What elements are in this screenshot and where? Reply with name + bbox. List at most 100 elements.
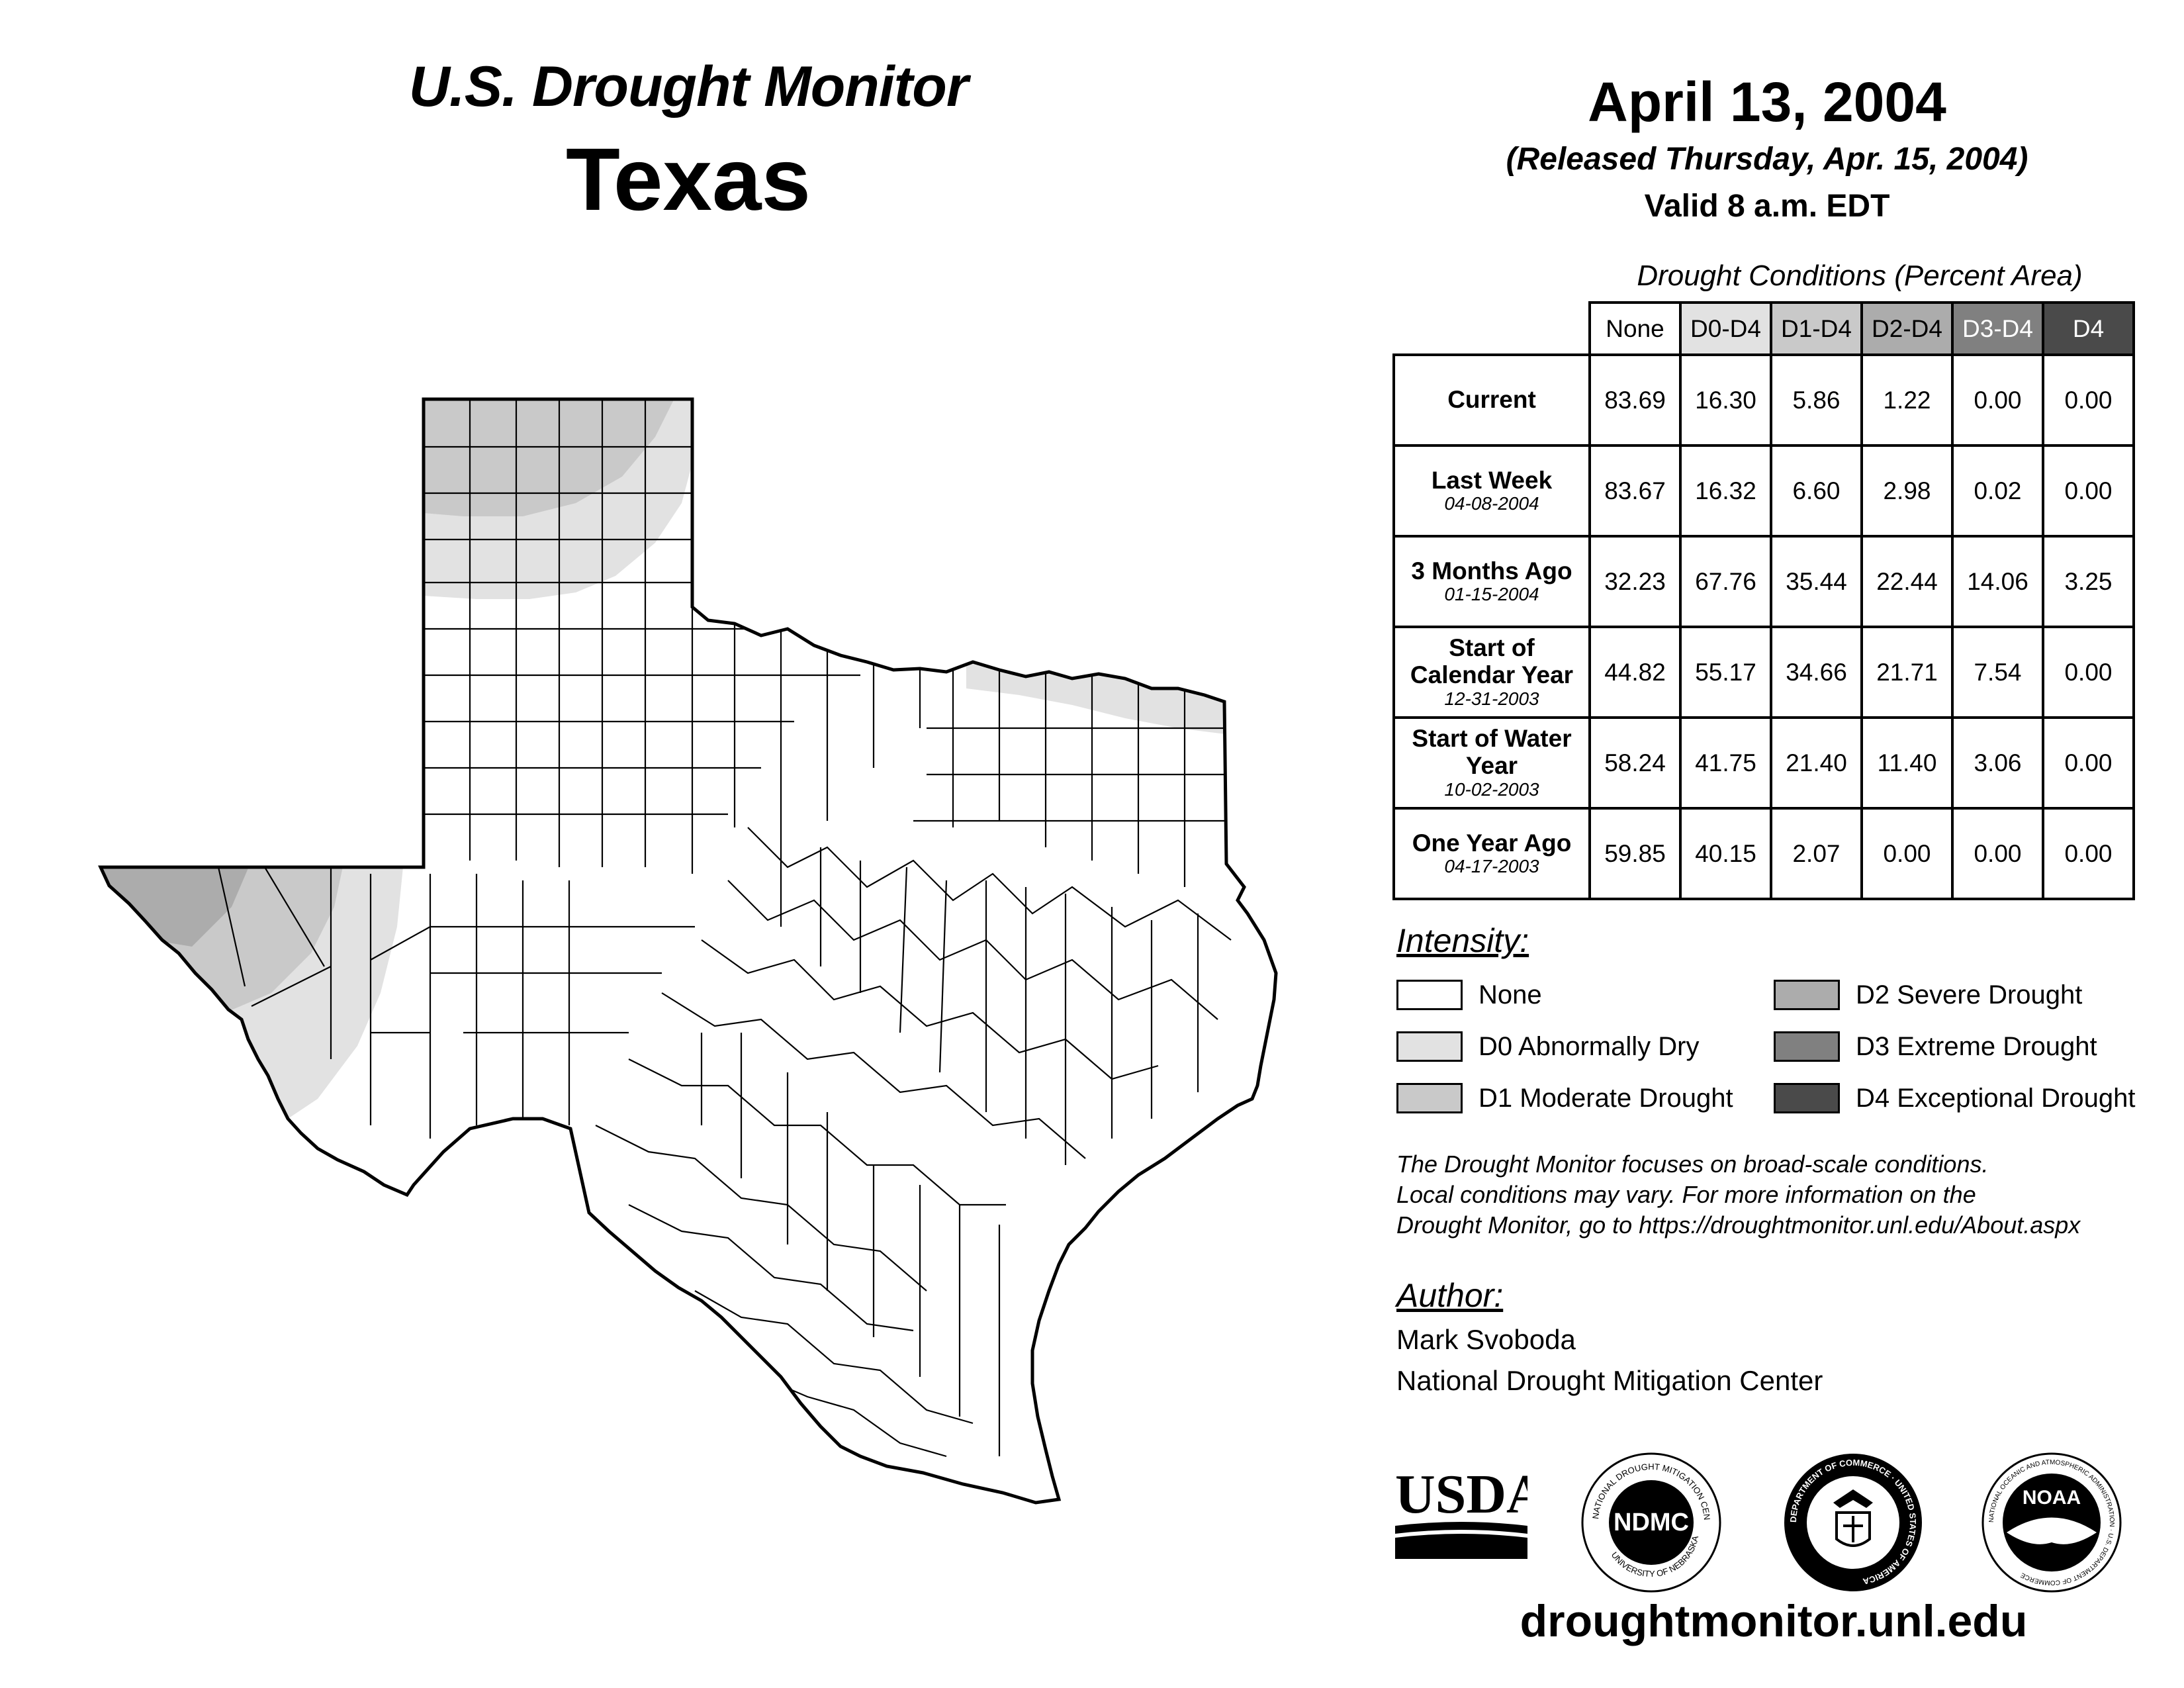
table-cell: 1.22 [1860,353,1954,447]
website-url: droughtmonitor.unl.edu [1520,1596,2028,1646]
table-row: One Year Ago 04-17-2003 59.85 40.15 2.07 … [1392,807,2135,900]
table-cell: 0.00 [2042,353,2135,447]
table-row: Start of Water Year 10-02-2003 58.24 41.7… [1392,716,2135,810]
row-label: Start of Water Year 10-02-2003 [1392,716,1591,810]
usda-logo: USDA [1395,1460,1547,1559]
table-cell: 3.25 [2042,535,2135,628]
table-cell: 6.60 [1770,444,1863,538]
county-lines [217,399,1232,1458]
table-cell: 0.00 [1860,807,1954,900]
table-cell: 14.06 [1951,535,2044,628]
table-cell: 40.15 [1679,807,1772,900]
table-cell: 16.30 [1679,353,1772,447]
row-label: Current [1392,353,1591,447]
table-cell: 32.23 [1588,535,1682,628]
title-block: U.S. Drought Monitor Texas [344,54,1032,230]
note-line: Local conditions may vary. For more info… [1396,1181,1976,1209]
table-row: Last Week 04-08-2004 83.67 16.32 6.60 2.9… [1392,444,2135,538]
table-cell: 5.86 [1770,353,1863,447]
legend-item-d4: D4 Exceptional Drought [1774,1083,2135,1113]
legend-item-none: None [1396,980,1542,1010]
col-d2-d4: D2-D4 [1860,301,1954,356]
release-date: (Released Thursday, Apr. 15, 2004) [1506,142,2028,177]
ndmc-logo: NATIONAL DROUGHT MITIGATION CENTER UNIVE… [1575,1442,1724,1595]
drought-stats-table: None D0-D4 D1-D4 D2-D4 D3-D4 D4 Current … [1392,301,2135,900]
date-block: April 13, 2004 (Released Thursday, Apr. … [1403,70,2131,224]
col-d4: D4 [2042,301,2135,356]
table-cell: 11.40 [1860,716,1954,810]
svg-text:NOAA: NOAA [2023,1487,2081,1509]
table-cell: 7.54 [1951,626,2044,719]
legend-swatch [1396,1031,1463,1062]
author-name: Mark Svoboda [1396,1324,1576,1355]
valid-time: Valid 8 a.m. EDT [1644,189,1890,224]
legend-label: D4 Exceptional Drought [1856,1083,2136,1113]
noaa-logo: NATIONAL OCEANIC AND ATMOSPHERIC ADMINIS… [1979,1450,2124,1595]
usda-logo-text: USDA [1395,1464,1527,1525]
table-row: Start of Calendar Year 12-31-2003 44.82 5… [1392,626,2135,719]
table-cell: 34.66 [1770,626,1863,719]
row-label: Last Week 04-08-2004 [1392,444,1591,538]
legend-title: Intensity: [1396,922,1529,959]
col-d3-d4: D3-D4 [1951,301,2044,356]
note-line: Drought Monitor, go to https://droughtmo… [1396,1211,2081,1239]
shield-icon [1835,1511,1871,1547]
texas-outline [98,397,1278,1505]
table-cell: 41.75 [1679,716,1772,810]
disclaimer-note: The Drought Monitor focuses on broad-sca… [1396,1149,2164,1241]
row-label: 3 Months Ago 01-15-2004 [1392,535,1591,628]
texas-drought-map [98,397,1278,1505]
col-d0-d4: D0-D4 [1679,301,1772,356]
table-cell: 35.44 [1770,535,1863,628]
table-cell: 0.00 [1951,807,2044,900]
table-cell: 21.71 [1860,626,1954,719]
row-label: One Year Ago 04-17-2003 [1392,807,1591,900]
table-cell: 16.32 [1679,444,1772,538]
table-cell: 2.07 [1770,807,1863,900]
table-cell: 0.00 [1951,353,2044,447]
table-cell: 0.00 [2042,626,2135,719]
legend-swatch [1774,980,1840,1010]
legend-item-d1: D1 Moderate Drought [1396,1083,1733,1113]
svg-text:NDMC: NDMC [1614,1509,1689,1536]
legend-label: D1 Moderate Drought [1479,1083,1733,1113]
table-row: 3 Months Ago 01-15-2004 32.23 67.76 35.44… [1392,535,2135,628]
table-cell: 2.98 [1860,444,1954,538]
table-cell: 3.06 [1951,716,2044,810]
legend-item-d0: D0 Abnormally Dry [1396,1031,1699,1062]
legend-label: None [1479,980,1542,1009]
table-row: Current 83.69 16.30 5.86 1.22 0.00 0.00 [1392,353,2135,447]
table-cell: 44.82 [1588,626,1682,719]
col-none: None [1588,301,1682,356]
table-cell: 55.17 [1679,626,1772,719]
table-cell: 0.00 [2042,807,2135,900]
legend-label: D2 Severe Drought [1856,980,2083,1009]
note-line: The Drought Monitor focuses on broad-sca… [1396,1150,1989,1178]
d1-panhandle [424,399,675,516]
doc-seal-logo: DEPARTMENT OF COMMERCE · UNITED STATES O… [1780,1450,1926,1595]
table-cell: 0.00 [2042,444,2135,538]
table-cell: 21.40 [1770,716,1863,810]
table-caption: Drought Conditions (Percent Area) [1637,259,2083,292]
table-cell: 22.44 [1860,535,1954,628]
map-title: U.S. Drought Monitor [408,55,969,118]
d2-el-paso [101,861,251,947]
table-cell: 67.76 [1679,535,1772,628]
noaa-bird-icon [2007,1517,2097,1544]
table-cell: 83.69 [1588,353,1682,447]
legend-swatch [1396,980,1463,1010]
legend-swatch [1396,1083,1463,1113]
table-cell: 0.02 [1951,444,2044,538]
eagle-icon [1833,1489,1873,1508]
legend-item-d3: D3 Extreme Drought [1774,1031,2097,1062]
legend-label: D0 Abnormally Dry [1479,1031,1700,1061]
legend-swatch [1774,1083,1840,1113]
author-label: Author: [1396,1277,1504,1314]
state-name: Texas [565,130,811,229]
table-cell: 83.67 [1588,444,1682,538]
author-org: National Drought Mitigation Center [1396,1365,1823,1396]
legend-swatch [1774,1031,1840,1062]
legend-label: D3 Extreme Drought [1856,1031,2097,1061]
legend-item-d2: D2 Severe Drought [1774,980,2082,1010]
col-d1-d4: D1-D4 [1770,301,1863,356]
